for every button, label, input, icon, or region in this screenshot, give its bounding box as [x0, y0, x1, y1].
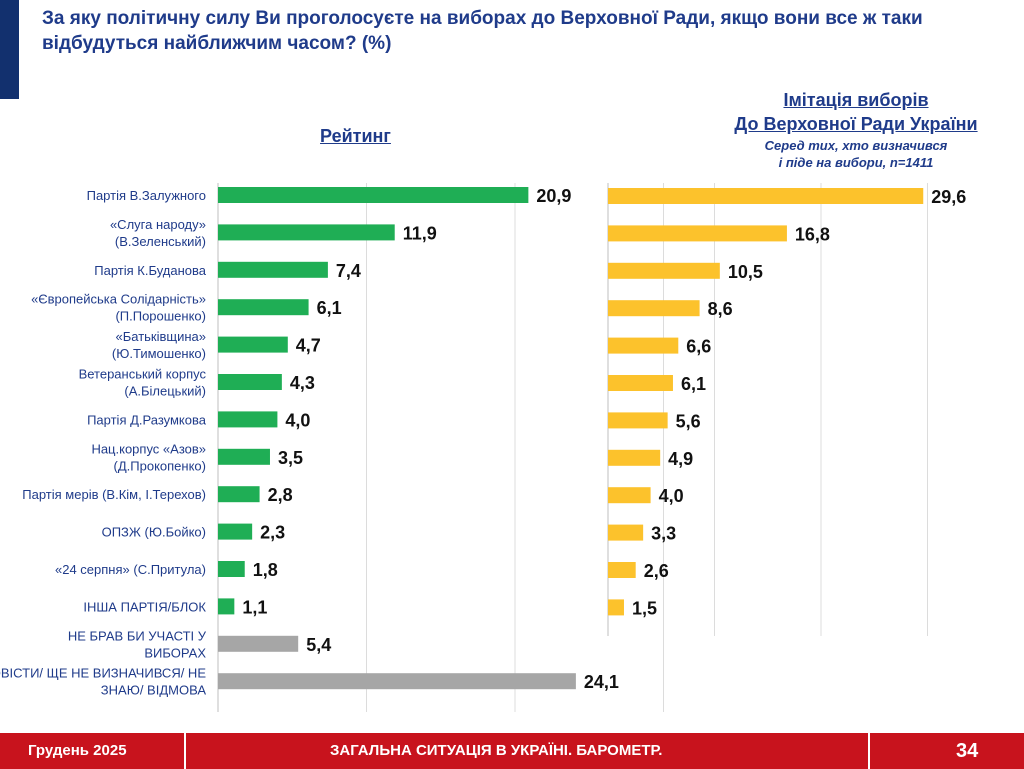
- rating-value-label: 2,8: [268, 485, 293, 505]
- simulation-bar: [608, 375, 673, 391]
- rating-category-label: Нац.корпус «Азов»: [91, 441, 206, 456]
- rating-value-label: 1,1: [242, 597, 267, 617]
- rating-category-label: ВАЖКО ВІДПОВІСТИ/ ЩЕ НЕ ВИЗНАЧИВСЯ/ НЕ: [0, 666, 206, 681]
- simulation-value-label: 2,6: [644, 561, 669, 581]
- simulation-subtitle-line-1: Серед тих, хто визначився: [764, 138, 948, 153]
- rating-category-label: (А.Білецький): [124, 384, 206, 399]
- rating-category-label: (В.Зеленський): [115, 234, 206, 249]
- simulation-bar: [608, 562, 636, 578]
- rating-value-label: 4,7: [296, 336, 321, 356]
- slide-question: За яку політичну силу Ви проголосуєте на…: [42, 8, 923, 54]
- rating-category-label: «Європейська Солідарність»: [31, 292, 206, 307]
- simulation-value-label: 8,6: [708, 299, 733, 319]
- rating-category-label: «Слуга народу»: [110, 217, 206, 232]
- simulation-bar: [608, 262, 720, 279]
- slide-accent-bar: [0, 0, 19, 99]
- simulation-bar: [608, 412, 668, 429]
- rating-bar: [218, 411, 278, 428]
- simulation-value-label: 16,8: [795, 224, 830, 244]
- simulation-bar: [608, 449, 661, 466]
- rating-bar: [218, 336, 288, 353]
- rating-value-label: 4,0: [285, 410, 310, 430]
- rating-value-label: 24,1: [584, 672, 619, 692]
- rating-value-label: 3,5: [278, 448, 303, 468]
- simulation-value-label: 6,6: [686, 337, 711, 357]
- simulation-title-line-1: Імітація виборів: [783, 90, 929, 110]
- rating-bar: [218, 561, 245, 577]
- simulation-value-label: 5,6: [676, 411, 701, 431]
- rating-category-label: Партія Д.Разумкова: [87, 412, 207, 427]
- simulation-value-label: 4,0: [659, 486, 684, 506]
- rating-bar: [218, 673, 576, 690]
- simulation-value-label: 1,5: [632, 598, 657, 618]
- simulation-title-line-2: До Верховної Ради України: [734, 114, 978, 134]
- rating-bar: [218, 448, 270, 465]
- rating-bar: [218, 299, 309, 316]
- simulation-value-label: 4,9: [668, 449, 693, 469]
- rating-category-label: Ветеранський корпус: [79, 367, 207, 382]
- footer-divider: [184, 733, 186, 769]
- rating-bar: [218, 261, 328, 278]
- simulation-bar: [608, 225, 787, 242]
- rating-value-label: 2,3: [260, 523, 285, 543]
- rating-value-label: 1,8: [253, 560, 278, 580]
- page-number: 34: [956, 740, 979, 762]
- rating-chart-bars: [218, 187, 576, 690]
- simulation-chart-subtitle: Серед тих, хто визначився і піде на вибо…: [696, 137, 1016, 171]
- rating-value-label: 4,3: [290, 373, 315, 393]
- simulation-chart-value-labels: 29,6 16,8 10,5 8,6 6,6 6,1 5,6 4,9 4,0 3,3 2,6 1,5: [632, 187, 966, 618]
- simulation-subtitle-line-2: і піде на вибори, n=1411: [778, 155, 934, 170]
- rating-category-label: ВИБОРАХ: [144, 645, 206, 660]
- rating-chart-value-labels: 20,9 11,9 7,4 6,1 4,7 4,3 4,0 3,5 2,8 2,3 1,8 1,1 5,…: [242, 186, 619, 692]
- rating-value-label: 5,4: [306, 635, 331, 655]
- slide-footer: Грудень 2025 ЗАГАЛЬНА СИТУАЦІЯ В УКРАЇНІ…: [0, 733, 1024, 769]
- rating-category-label: НЕ БРАВ БИ УЧАСТІ У: [68, 628, 207, 643]
- rating-category-label: (Д.Прокопенко): [114, 458, 206, 473]
- rating-category-label: ОПЗЖ (Ю.Бойко): [102, 525, 206, 540]
- rating-bar: [218, 523, 253, 540]
- rating-bar: [218, 374, 282, 390]
- rating-value-label: 6,1: [317, 298, 342, 318]
- simulation-bar: [608, 188, 924, 204]
- footer-title: ЗАГАЛЬНА СИТУАЦІЯ В УКРАЇНІ. БАРОМЕТР.: [330, 742, 663, 759]
- rating-category-label: (П.Порошенко): [115, 309, 206, 324]
- simulation-bar: [608, 487, 651, 504]
- rating-category-label: ІНША ПАРТІЯ/БЛОК: [83, 599, 206, 614]
- charts-canvas: Партія В.Залужного «Слуга народу» (В.Зелен…: [0, 183, 966, 712]
- simulation-value-label: 6,1: [681, 374, 706, 394]
- rating-bar: [218, 224, 395, 241]
- rating-bar: [218, 187, 529, 203]
- rating-value-label: 11,9: [403, 223, 437, 243]
- rating-category-label: (Ю.Тимошенко): [112, 346, 206, 361]
- rating-bar: [218, 486, 260, 503]
- simulation-chart-gridlines: [607, 183, 928, 636]
- simulation-value-label: 29,6: [931, 187, 966, 207]
- simulation-bar: [608, 599, 624, 616]
- simulation-chart-bars: [608, 188, 924, 616]
- rating-value-label: 7,4: [336, 261, 361, 281]
- rating-category-label: «Батьківщина»: [115, 329, 206, 344]
- rating-bar: [218, 635, 299, 652]
- rating-bar: [218, 598, 235, 615]
- simulation-value-label: 3,3: [651, 524, 676, 544]
- rating-category-label: ЗНАЮ/ ВІДМОВА: [101, 683, 207, 698]
- rating-category-label: Партія мерів (В.Кім, І.Терехов): [22, 487, 206, 502]
- footer-divider: [868, 733, 870, 769]
- footer-date: Грудень 2025: [28, 742, 127, 759]
- rating-value-label: 20,9: [536, 186, 571, 206]
- simulation-bar: [608, 300, 700, 317]
- simulation-value-label: 10,5: [728, 262, 763, 282]
- rating-chart-title: Рейтинг: [320, 126, 391, 146]
- rating-chart-category-labels: Партія В.Залужного «Слуга народу» (В.Зелен…: [0, 188, 207, 698]
- simulation-chart-title: Імітація виборів До Верховної Ради Украї…: [696, 88, 1016, 136]
- rating-category-label: Партія К.Буданова: [94, 263, 206, 278]
- rating-category-label: Партія В.Залужного: [87, 188, 206, 203]
- rating-category-label: «24 серпня» (С.Притула): [55, 562, 206, 577]
- simulation-bar: [608, 524, 644, 541]
- simulation-bar: [608, 337, 679, 354]
